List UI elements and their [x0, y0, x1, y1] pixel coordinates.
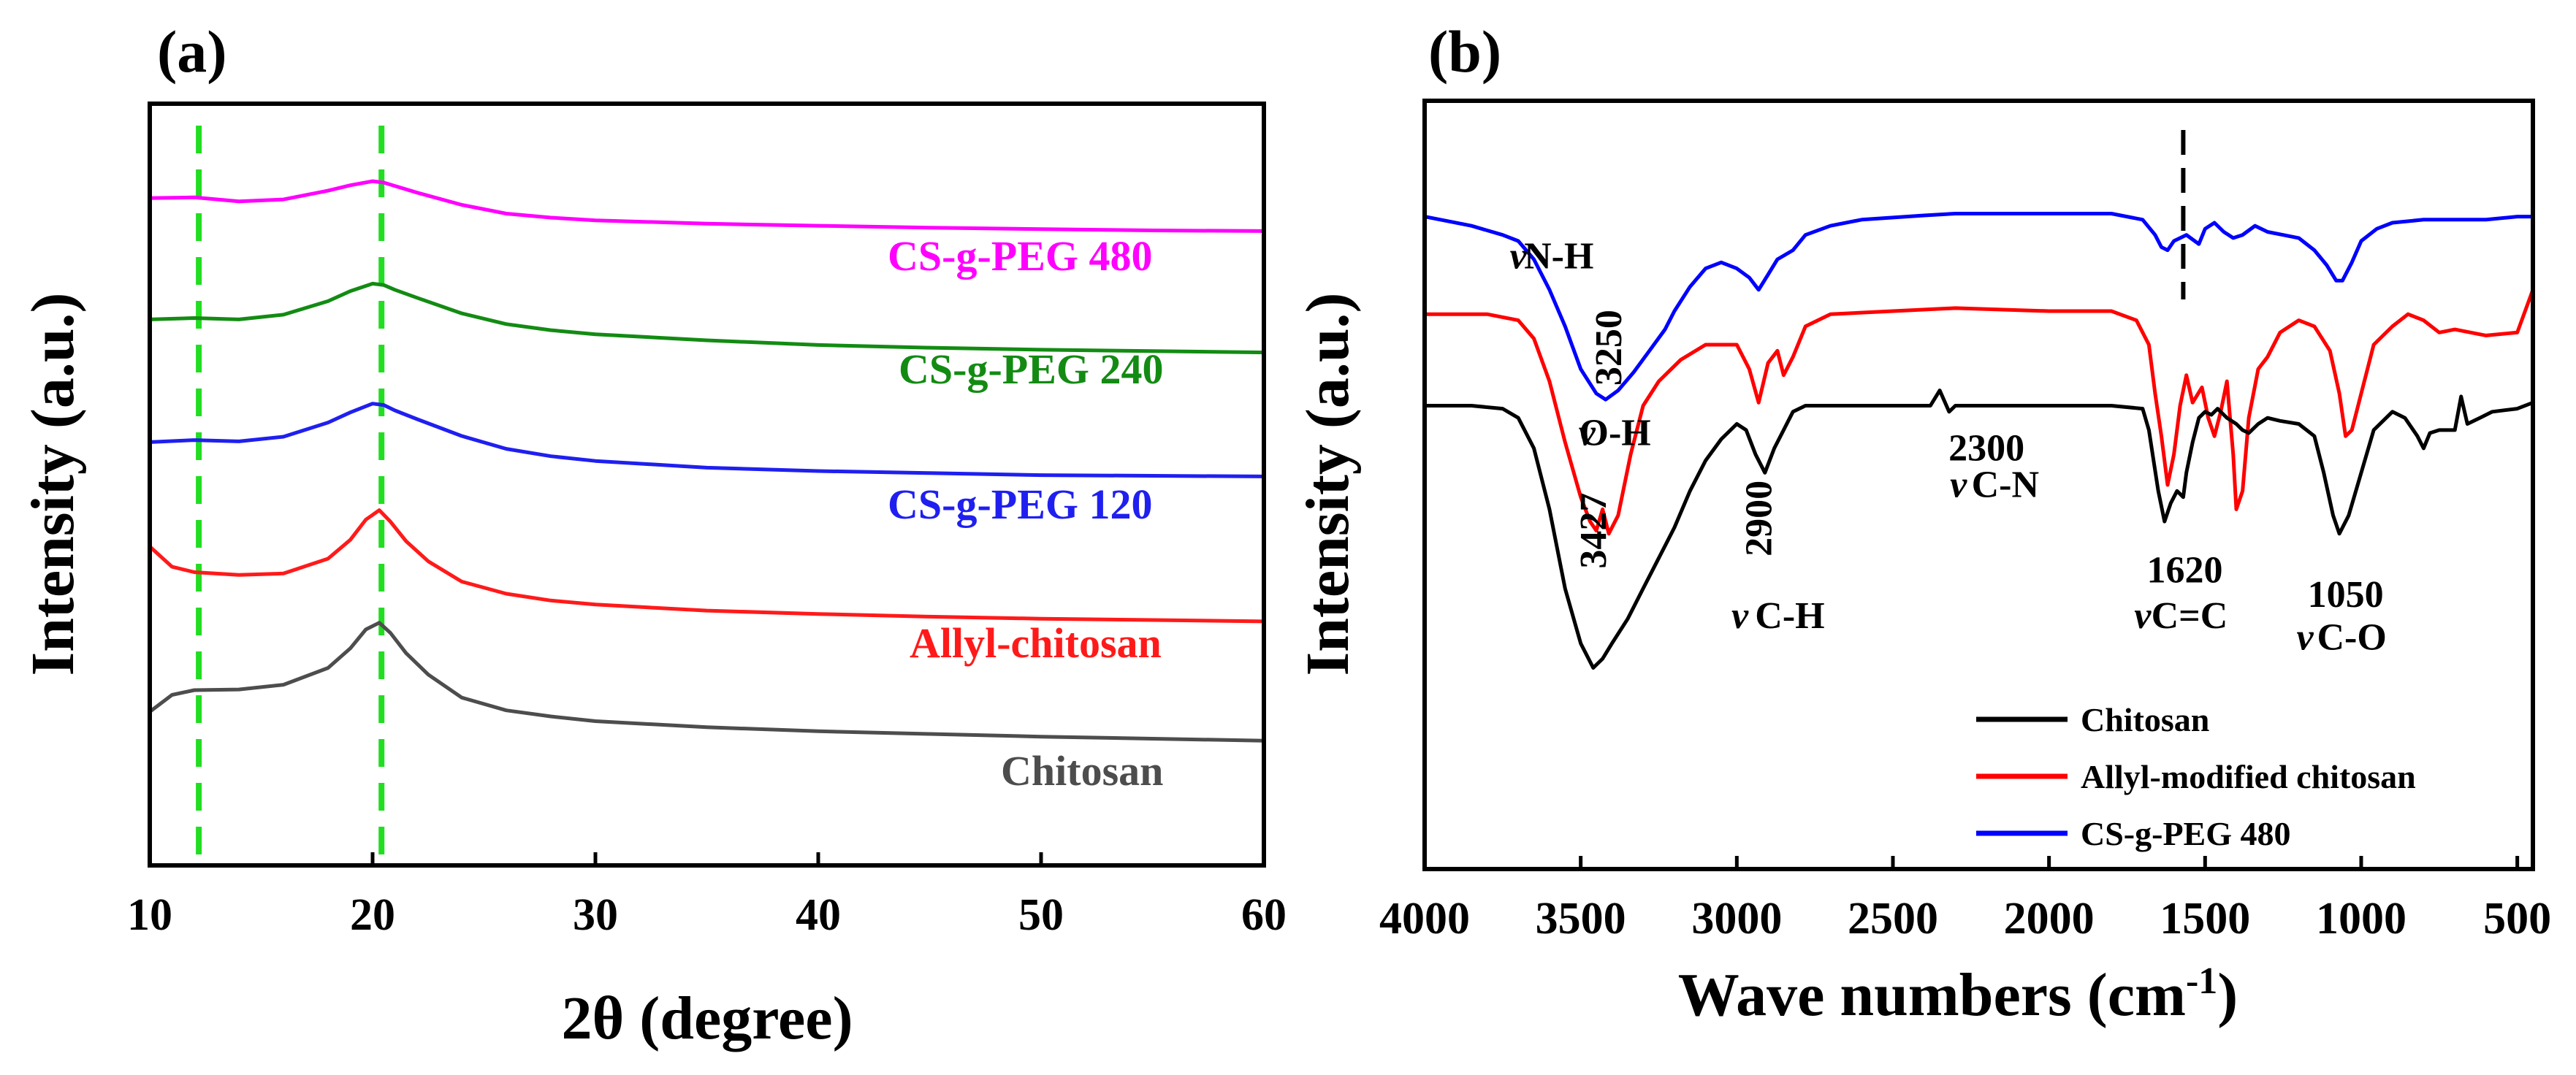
a-series-cs-g-peg-480 [149, 179, 1265, 233]
legend-label-cs-g-peg-480: CS-g-PEG 480 [2081, 815, 2291, 852]
a-x-tick-label-20: 20 [350, 890, 395, 940]
panel-a-tag: (a) [157, 18, 227, 85]
panel-b-annotation-nh-sym: ν [1510, 236, 1528, 278]
a-series-cs-g-peg-120 [149, 402, 1265, 478]
b-x-tick-label-1500: 1500 [2160, 894, 2250, 944]
panel-b-plot-frame [1422, 99, 2535, 871]
panel-a-label-cs-g-peg-480: CS-g-PEG 480 [888, 232, 1153, 280]
panel-b-annotation-co-sym: ν [2297, 616, 2314, 658]
legend-label-chitosan: Chitosan [2081, 701, 2209, 738]
b-series-chitosan [1425, 389, 2534, 670]
a-x-tick-label-60: 60 [1241, 890, 1287, 940]
panel-b-annotation-n2300: 2300 [1948, 428, 2024, 470]
panel-a-plot-frame [148, 102, 1266, 868]
a-x-tick-label-10: 10 [127, 890, 172, 940]
panel-b-tag: (b) [1428, 18, 1501, 85]
panel-b-annotation-co-lbl: C-O [2317, 616, 2386, 658]
panel-a: (a) 10 20 30 40 50 60 CS-g-PEG 480 CS-g-PEG 24… [19, 18, 1287, 1052]
b-x-tick-label-3000: 3000 [1691, 894, 1782, 944]
panel-b-annotation-n3250: 3250 [1588, 310, 1630, 386]
a-series-allyl-chitosan [148, 508, 1265, 624]
panel-b-annotation-nh-lbl: N-H [1524, 236, 1593, 278]
panel-b-annotation-oh-sym: ν [1579, 413, 1596, 454]
panel-a-label-allyl-chitosan: Allyl-chitosan [910, 619, 1162, 667]
b-series-cs-g-peg-480 [1424, 212, 2533, 402]
a-series-chitosan [148, 621, 1265, 743]
b-x-tick-label-4000: 4000 [1379, 894, 1470, 944]
panel-a-label-cs-g-peg-240: CS-g-PEG 240 [899, 345, 1164, 393]
a-x-tick-label-40: 40 [796, 890, 841, 940]
a-x-tick-label-30: 30 [573, 890, 618, 940]
b-series-allyl-modified-chitosan [1425, 288, 2535, 536]
panel-b-annotation-n2900: 2900 [1738, 481, 1780, 556]
b-x-tick-label-2000: 2000 [2004, 894, 2095, 944]
panel-b-annotation-ch-sym: ν [1731, 595, 1749, 637]
panel-b-annotation-cn-lbl: C-N [1972, 464, 2039, 506]
panel-b-annotation-n3427: 3427 [1573, 493, 1615, 569]
panel-b-annotation-n1620: 1620 [2147, 550, 2223, 592]
panel-b-y-axis-title: Intensity (a.u.) [1294, 292, 1362, 676]
b-x-tick-label-3500: 3500 [1536, 894, 1626, 944]
panel-b-x-axis-title: Wave numbers (cm-1) [1678, 960, 2238, 1029]
panel-b-annotation-oh-lbl: O-H [1579, 413, 1651, 454]
panel-b-annotation-n1050: 1050 [2308, 574, 2384, 616]
a-series-cs-g-peg-240 [149, 281, 1265, 355]
legend-label-allyl-modified-chitosan: Allyl-modified chitosan [2081, 758, 2416, 795]
panel-a-label-cs-g-peg-120: CS-g-PEG 120 [888, 481, 1153, 528]
a-x-tick-label-50: 50 [1018, 890, 1064, 940]
b-x-tick-label-500: 500 [2483, 894, 2551, 944]
panel-b: (b) 4000 3500 3000 2500 2000 1500 1000 500 νN-H… [1294, 18, 2551, 1029]
panel-b-annotation-cn-sym: ν [1950, 464, 1967, 506]
panel-a-y-axis-title: Intensity (a.u.) [19, 292, 87, 676]
panel-b-annotation-cc-lbl: C=C [2152, 595, 2228, 637]
panel-a-label-chitosan: Chitosan [1001, 747, 1163, 795]
panel-b-annotation-cc-sym: ν [2134, 595, 2152, 637]
panel-b-legend: Chitosan Allyl-modified chitosan CS-g-PEG … [1976, 701, 2416, 852]
b-x-tick-label-1000: 1000 [2316, 894, 2407, 944]
panel-a-x-axis-title: 2θ (degree) [561, 984, 853, 1052]
b-x-tick-label-2500: 2500 [1848, 894, 1938, 944]
panel-b-annotation-ch-lbl: C-H [1755, 595, 1824, 637]
